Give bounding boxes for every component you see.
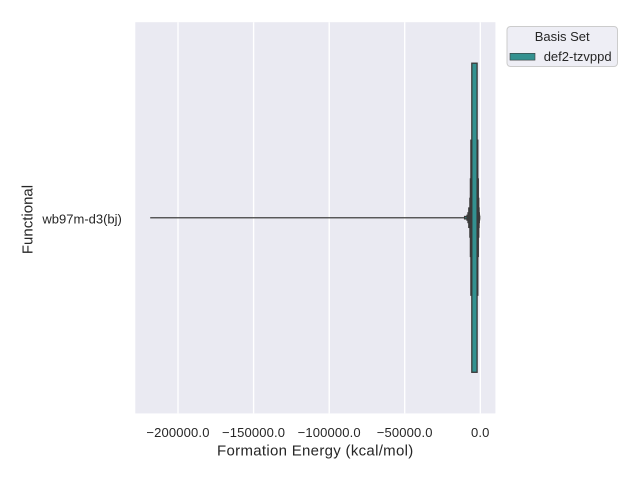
- svg-text:def2-tzvppd: def2-tzvppd: [544, 49, 612, 64]
- svg-text:0.0: 0.0: [471, 425, 490, 440]
- svg-text:−100000.0: −100000.0: [298, 425, 361, 440]
- svg-text:Basis Set: Basis Set: [535, 29, 590, 44]
- svg-text:Functional: Functional: [20, 185, 37, 254]
- svg-text:−200000.0: −200000.0: [146, 425, 209, 440]
- svg-text:Formation Energy (kcal/mol): Formation Energy (kcal/mol): [217, 443, 414, 460]
- svg-text:wb97m-d3(bj): wb97m-d3(bj): [41, 212, 121, 227]
- svg-text:−150000.0: −150000.0: [222, 425, 285, 440]
- svg-text:−50000.0: −50000.0: [377, 425, 433, 440]
